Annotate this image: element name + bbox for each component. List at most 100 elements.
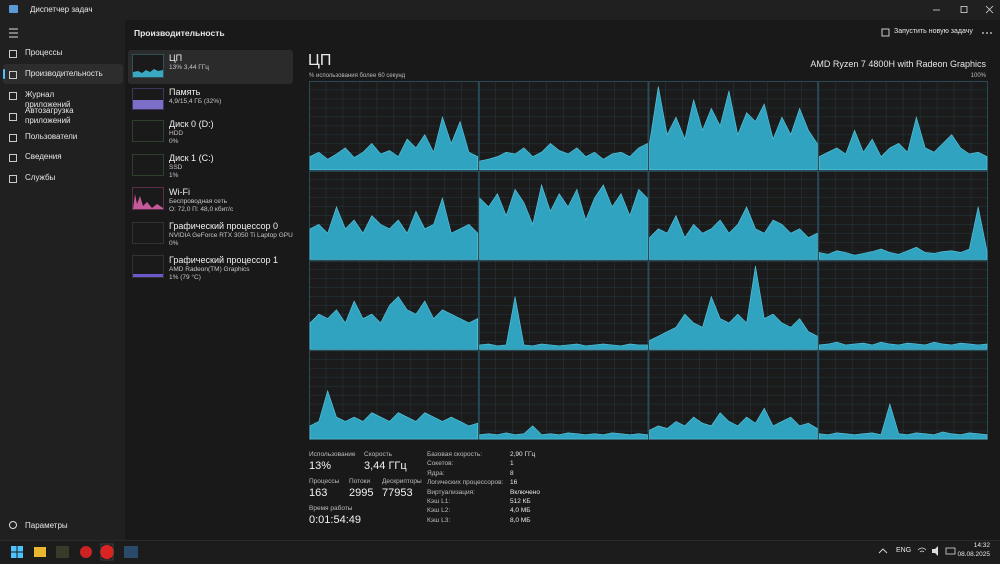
device-detail: AMD Radeon(TM) Graphics bbox=[169, 266, 250, 273]
core-usage bbox=[309, 116, 479, 171]
device-detail: 13% 3,44 ГГц bbox=[169, 64, 210, 71]
stat-value: 3,44 ГГц bbox=[364, 460, 407, 472]
core-usage bbox=[649, 265, 818, 350]
settings-icon bbox=[9, 521, 17, 529]
taskbar-apps[interactable] bbox=[8, 543, 148, 561]
window-title: Диспетчер задач bbox=[30, 5, 93, 14]
nav-item[interactable]: Сведения bbox=[25, 152, 62, 161]
core-usage bbox=[818, 206, 988, 260]
nav-item[interactable]: Процессы bbox=[25, 48, 63, 57]
core-usage bbox=[649, 407, 818, 440]
stat-label: Время работы bbox=[309, 505, 353, 512]
spec-label: Кэш L3: bbox=[427, 516, 451, 524]
stat-label: Скорость bbox=[364, 451, 393, 458]
device-detail: HDD bbox=[169, 130, 184, 137]
title-bar bbox=[0, 0, 1000, 20]
spec-label: Логических процессоров: bbox=[427, 479, 504, 487]
stat-value: 2995 bbox=[349, 487, 374, 499]
core-usage bbox=[479, 296, 648, 350]
run-task[interactable]: Запустить новую задачу bbox=[894, 28, 973, 35]
core-usage bbox=[649, 206, 818, 260]
spec-value: 16 bbox=[510, 479, 518, 487]
nav-item[interactable]: Службы bbox=[25, 173, 56, 182]
nav-indicator bbox=[3, 69, 5, 79]
tray-icons[interactable] bbox=[916, 545, 958, 557]
core-usage bbox=[479, 142, 648, 171]
nav-icon bbox=[9, 134, 17, 142]
spec-value: 1 bbox=[510, 460, 514, 468]
tray-chevron[interactable] bbox=[876, 546, 890, 556]
nav-item[interactable]: Пользователи bbox=[25, 132, 78, 141]
stat-value: 77953 bbox=[382, 487, 413, 499]
clock-time: 14:32 bbox=[973, 542, 990, 549]
spec-value: 512 КБ bbox=[510, 498, 531, 505]
core-usage bbox=[818, 402, 988, 440]
nav-icon bbox=[9, 175, 17, 183]
core-usage bbox=[818, 341, 988, 350]
device-thumbs bbox=[132, 54, 164, 278]
device-name[interactable]: Графический процессор 1 bbox=[169, 255, 279, 265]
spec-label: Виртуализация: bbox=[427, 488, 475, 496]
stat-label: Использование bbox=[309, 451, 356, 458]
device-detail: NVIDIA GeForce RTX 3050 Ti Laptop GPU bbox=[169, 232, 293, 239]
spec-value: 4,0 МБ bbox=[510, 507, 531, 515]
nav-icon bbox=[9, 92, 17, 100]
nav-icon bbox=[9, 113, 17, 121]
spec-label: Базовая скорость: bbox=[427, 451, 483, 458]
nav-icon bbox=[9, 154, 17, 162]
spec-label: Сокетов: bbox=[427, 460, 454, 468]
cpu-title: ЦП bbox=[308, 52, 332, 69]
core-usage bbox=[479, 183, 648, 260]
core-usage bbox=[309, 197, 479, 260]
graph-max: 100% bbox=[970, 73, 986, 79]
app-icon bbox=[9, 5, 18, 13]
stat-label: Потоки bbox=[349, 478, 371, 485]
nav-icon bbox=[9, 71, 17, 79]
stat-value: 163 bbox=[309, 487, 328, 499]
device-detail: 1% (79 °C) bbox=[169, 274, 201, 281]
device-name[interactable]: ЦП bbox=[169, 53, 183, 63]
core-usage bbox=[309, 389, 479, 440]
device-detail: О: 72,0 П: 48,0 кбит/с bbox=[169, 206, 234, 213]
device-detail: 0% bbox=[169, 240, 179, 247]
device-name[interactable]: Графический процессор 0 bbox=[169, 221, 279, 231]
core-usage bbox=[818, 115, 988, 171]
device-name[interactable]: Диск 1 (C:) bbox=[169, 153, 214, 163]
spec-value: 8,0 МБ bbox=[510, 516, 531, 524]
nav-item[interactable]: Производительность bbox=[25, 69, 103, 78]
device-name[interactable]: Память bbox=[169, 87, 201, 97]
nav-icon bbox=[9, 50, 17, 58]
taskbar bbox=[0, 540, 1000, 564]
device-detail: SSD bbox=[169, 164, 183, 171]
spec-label: Кэш L1: bbox=[427, 498, 451, 505]
stat-value: 0:01:54:49 bbox=[309, 514, 361, 526]
menu-button[interactable] bbox=[8, 28, 20, 38]
device-detail: 1% bbox=[169, 172, 179, 179]
spec-value: 2,90 ГГц bbox=[510, 451, 536, 458]
more-button[interactable] bbox=[980, 28, 994, 38]
spec-value: 8 bbox=[510, 469, 514, 477]
clock-date: 08.08.2025 bbox=[957, 551, 990, 558]
nav-pane bbox=[0, 20, 125, 540]
run-task-icon bbox=[881, 28, 890, 37]
nav-item[interactable]: Автозагрузка приложений bbox=[25, 106, 74, 125]
device-detail: Беспроводная сеть bbox=[169, 198, 228, 205]
stat-value: 13% bbox=[309, 460, 332, 472]
device-name[interactable]: Диск 0 (D:) bbox=[169, 119, 214, 129]
stat-label: Дескрипторы bbox=[382, 478, 422, 485]
device-detail: 0% bbox=[169, 138, 179, 145]
settings[interactable]: Параметры bbox=[25, 521, 68, 530]
graph-caption: % использования более 60 секунд bbox=[309, 73, 406, 79]
core-usage bbox=[309, 296, 479, 350]
cpu-model: AMD Ryzen 7 4800H with Radeon Graphics bbox=[810, 59, 986, 69]
spec-label: Кэш L2: bbox=[427, 507, 451, 515]
core-graphs bbox=[309, 81, 988, 440]
device-name[interactable]: Wi-Fi bbox=[169, 187, 190, 197]
device-detail: 4,9/15,4 ГБ (32%) bbox=[169, 98, 222, 105]
stat-label: Процессы bbox=[309, 478, 340, 485]
language[interactable]: ENG bbox=[896, 547, 912, 554]
nav-item[interactable]: Журнал приложений bbox=[25, 90, 71, 109]
nav-selected bbox=[3, 64, 123, 84]
window-controls[interactable] bbox=[925, 0, 1000, 20]
